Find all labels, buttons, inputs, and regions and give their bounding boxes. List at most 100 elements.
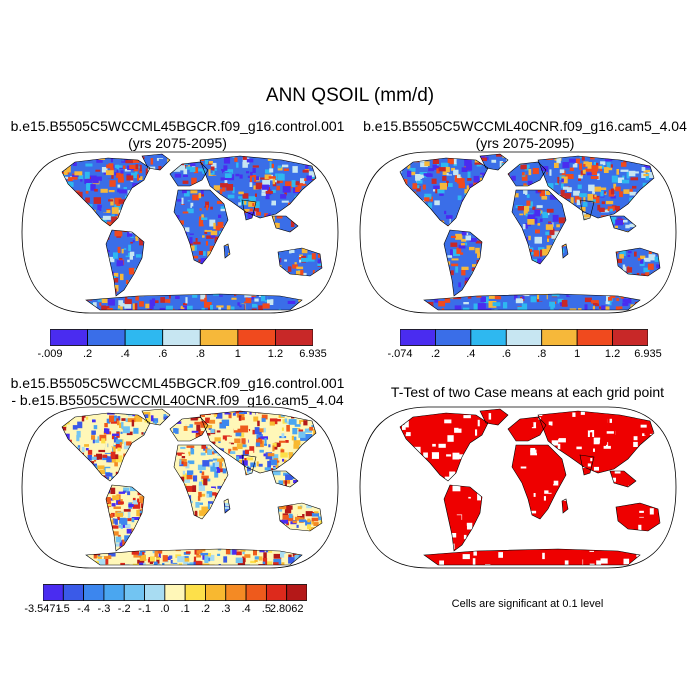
- north-america-outline: [61, 157, 151, 227]
- greenland-outline: [479, 153, 509, 171]
- se-asia-outline: [271, 215, 299, 233]
- bottom-left-map: [21, 406, 339, 569]
- india-outline: [241, 454, 257, 476]
- colorbar-tick-label: .4: [466, 348, 476, 360]
- asia-outline: [537, 410, 655, 474]
- north-america-outline: [399, 157, 489, 227]
- africa-outline: [173, 444, 229, 520]
- bottom-left-title: b.e15.B5505C5WCCML45BGCR.f09_g16.control…: [0, 375, 355, 409]
- se-asia-outline: [609, 470, 637, 488]
- colorbar-swatch: [164, 584, 186, 601]
- north-america-outline: [399, 412, 489, 482]
- colorbar-swatch: [162, 329, 201, 346]
- colorbar-swatch: [470, 329, 507, 346]
- colorbar-swatch: [435, 329, 472, 346]
- colorbar-tick-label: -3.5471: [24, 603, 62, 615]
- colorbar-tick-label: -.3: [97, 603, 111, 615]
- colorbar-tick-label: .2: [430, 348, 441, 360]
- significance-note: Cells are significant at 0.1 level: [451, 598, 604, 610]
- colorbar-tick-label: 1.2: [267, 348, 284, 360]
- colorbar-swatch: [400, 329, 436, 346]
- top-right-title-line2: (yrs 2075-2095): [475, 135, 575, 151]
- colorbar-swatch: [123, 584, 145, 601]
- greenland-outline: [141, 153, 171, 171]
- colorbar-swatch: [62, 584, 85, 601]
- map-frame: [359, 151, 677, 314]
- europe-outline: [169, 161, 209, 187]
- antarctica-outline: [85, 548, 303, 566]
- bottom-right-title: T-Test of two Case means at each grid po…: [390, 384, 665, 400]
- bottom-left-colorbar: -3.5471 -.5 -.4 -.3 -.2 -.1 .0 .1 .2 .3 .4 .5 2.8062: [24, 584, 307, 618]
- se-asia-outline: [271, 470, 299, 488]
- colorbar-tick-label: .1: [180, 603, 190, 615]
- colorbar-swatch: [275, 329, 313, 346]
- top-left-title-line2: (yrs 2075-2095): [128, 135, 227, 151]
- colorbar-swatch: [144, 584, 166, 601]
- map-frame: [21, 151, 339, 314]
- colorbar-tick-label: -.2: [117, 603, 131, 615]
- top-left-title: b.e15.B5505C5WCCML45BGCR.f09_g16.control…: [0, 118, 355, 152]
- colorbar-swatch: [225, 584, 247, 601]
- madagascar-outline: [223, 243, 231, 259]
- colorbar-tick-label: -.009: [37, 348, 63, 360]
- madagascar-outline: [561, 243, 569, 259]
- antarctica-outline: [423, 293, 641, 311]
- colorbar-tick-label: .5: [261, 603, 271, 615]
- figure-title: ANN QSOIL (mm/d): [265, 85, 435, 106]
- colorbar-swatch: [541, 329, 578, 346]
- top-right-title-line1: b.e15.B5505C5WCCML40CNR.f09_g16.cam5_4.0…: [363, 118, 687, 134]
- colorbar-tick-label: -.5: [56, 603, 70, 615]
- australia-outline: [615, 502, 661, 532]
- south-america-outline: [443, 484, 483, 552]
- top-left-title-line1: b.e15.B5505C5WCCML45BGCR.f09_g16.control…: [10, 118, 345, 134]
- colorbar-tick-label: .4: [241, 603, 251, 615]
- top-right-colorbar: -.074 .2 .4 .6 .8 1 1.2 6.935: [387, 329, 662, 363]
- antarctica-outline: [85, 293, 303, 311]
- colorbar-swatch: [83, 584, 105, 601]
- bottom-right-map: [359, 406, 677, 569]
- asia-outline: [199, 155, 317, 219]
- se-asia-outline: [609, 215, 637, 233]
- africa-outline: [511, 189, 567, 265]
- india-outline: [241, 199, 257, 221]
- colorbar-tick-label: .6: [501, 348, 511, 360]
- colorbar-swatch: [50, 329, 88, 346]
- colorbar-swatch: [612, 329, 648, 346]
- colorbar-swatch: [124, 329, 164, 346]
- colorbar-swatch: [87, 329, 126, 346]
- colorbar-tick-label: .2: [200, 603, 211, 615]
- top-right-title: b.e15.B5505C5WCCML40CNR.f09_g16.cam5_4.0…: [350, 118, 700, 152]
- colorbar-swatch: [103, 584, 125, 601]
- colorbar-swatch: [237, 329, 276, 346]
- top-left-map: [21, 151, 339, 314]
- colorbar-tick-label: 2.8062: [269, 603, 304, 615]
- map-frame: [21, 406, 339, 569]
- colorbar-tick-label: .4: [120, 348, 130, 360]
- south-america-outline: [443, 229, 483, 297]
- colorbar-swatch: [265, 584, 288, 601]
- south-america-outline: [105, 229, 145, 297]
- australia-outline: [277, 247, 323, 277]
- colorbar-tick-label: 1.2: [604, 348, 621, 360]
- europe-outline: [169, 416, 209, 442]
- colorbar-swatch: [43, 584, 64, 601]
- top-left-colorbar: -.009 .2 .4 .6 .8 1 1.2 6.935: [37, 329, 327, 363]
- colorbar-swatch: [199, 329, 239, 346]
- india-outline: [579, 454, 595, 476]
- madagascar-outline: [223, 498, 231, 514]
- colorbar-tick-label: .2: [82, 348, 93, 360]
- colorbar-tick-label: 6.935: [634, 348, 662, 360]
- europe-outline: [507, 416, 547, 442]
- greenland-outline: [141, 408, 171, 426]
- colorbar-swatch: [286, 584, 307, 601]
- colorbar-swatch: [184, 584, 206, 601]
- bottom-left-title-line2: - b.e15.B5505C5WCCML40CNR.f09_g16.cam5_4…: [11, 392, 344, 408]
- top-right-map: [359, 151, 677, 314]
- north-america-outline: [61, 412, 151, 482]
- europe-outline: [507, 161, 547, 187]
- colorbar-tick-label: .8: [537, 348, 547, 360]
- colorbar-tick-label: .3: [221, 603, 231, 615]
- colorbar-swatch: [205, 584, 227, 601]
- africa-outline: [173, 189, 229, 265]
- antarctica-outline: [423, 548, 641, 566]
